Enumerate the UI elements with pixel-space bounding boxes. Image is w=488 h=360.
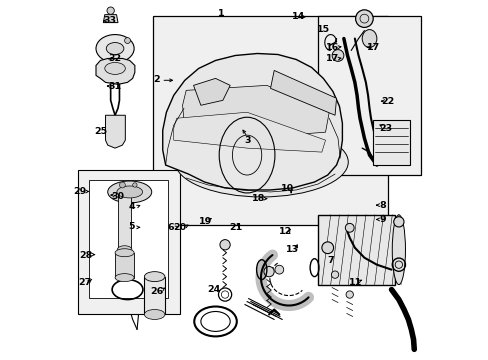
Ellipse shape <box>115 274 134 282</box>
Circle shape <box>393 217 403 227</box>
Ellipse shape <box>106 42 123 54</box>
Circle shape <box>124 37 130 44</box>
Bar <box>88 180 167 298</box>
Polygon shape <box>182 85 328 138</box>
Bar <box>318 15 420 175</box>
Text: 17: 17 <box>325 54 338 63</box>
Bar <box>372 120 409 165</box>
Polygon shape <box>105 115 125 148</box>
Circle shape <box>321 242 333 253</box>
Bar <box>318 215 394 285</box>
Text: 24: 24 <box>207 285 220 294</box>
Circle shape <box>107 7 114 14</box>
Text: 12: 12 <box>279 228 292 237</box>
Text: 25: 25 <box>94 127 107 136</box>
Text: 26: 26 <box>150 287 163 296</box>
Ellipse shape <box>104 62 125 75</box>
Circle shape <box>132 183 137 187</box>
Ellipse shape <box>391 215 405 285</box>
Bar <box>153 15 387 225</box>
Text: 14: 14 <box>291 12 305 21</box>
Text: 8: 8 <box>378 201 385 210</box>
Polygon shape <box>103 15 118 23</box>
Polygon shape <box>163 54 342 190</box>
Text: 4: 4 <box>128 202 135 211</box>
Text: 16: 16 <box>325 43 338 52</box>
Bar <box>78 170 179 315</box>
Text: 27: 27 <box>78 278 91 287</box>
Polygon shape <box>173 112 325 152</box>
Text: 31: 31 <box>108 82 121 91</box>
Ellipse shape <box>117 246 132 254</box>
Text: 2: 2 <box>153 75 160 84</box>
Ellipse shape <box>117 186 142 198</box>
Text: 10: 10 <box>281 184 293 193</box>
Circle shape <box>274 265 283 274</box>
Text: 19: 19 <box>198 217 211 226</box>
Text: 28: 28 <box>79 251 93 260</box>
Polygon shape <box>193 78 230 105</box>
Text: 15: 15 <box>316 25 329 34</box>
Circle shape <box>346 291 353 298</box>
Text: 20: 20 <box>173 223 186 232</box>
Text: 21: 21 <box>228 223 242 232</box>
Ellipse shape <box>144 310 164 319</box>
Text: 5: 5 <box>128 222 135 231</box>
Text: 18: 18 <box>252 194 265 203</box>
Text: 6: 6 <box>167 223 174 232</box>
Bar <box>144 276 164 315</box>
Polygon shape <box>270 71 336 115</box>
Text: 3: 3 <box>244 136 251 145</box>
Text: 22: 22 <box>381 96 394 105</box>
Ellipse shape <box>144 272 164 282</box>
Text: 32: 32 <box>108 54 121 63</box>
Text: 11: 11 <box>348 278 362 287</box>
Text: 1: 1 <box>218 9 224 18</box>
Text: 29: 29 <box>73 187 86 196</box>
Circle shape <box>345 224 353 232</box>
Ellipse shape <box>115 249 134 257</box>
Bar <box>118 193 131 248</box>
Text: 13: 13 <box>286 246 299 255</box>
Text: 17: 17 <box>366 43 380 52</box>
Ellipse shape <box>96 35 134 62</box>
Polygon shape <box>96 58 135 84</box>
Text: 33: 33 <box>103 16 116 25</box>
Ellipse shape <box>107 181 151 203</box>
Circle shape <box>331 271 338 278</box>
Ellipse shape <box>175 127 347 197</box>
Text: 23: 23 <box>379 123 392 132</box>
Text: 7: 7 <box>326 256 333 265</box>
Circle shape <box>119 182 125 188</box>
Circle shape <box>220 240 230 250</box>
Ellipse shape <box>362 30 376 48</box>
Circle shape <box>264 266 274 277</box>
Circle shape <box>331 50 343 61</box>
Bar <box>115 253 134 278</box>
Text: 9: 9 <box>379 215 385 224</box>
Text: 30: 30 <box>112 192 124 201</box>
Circle shape <box>355 10 372 27</box>
